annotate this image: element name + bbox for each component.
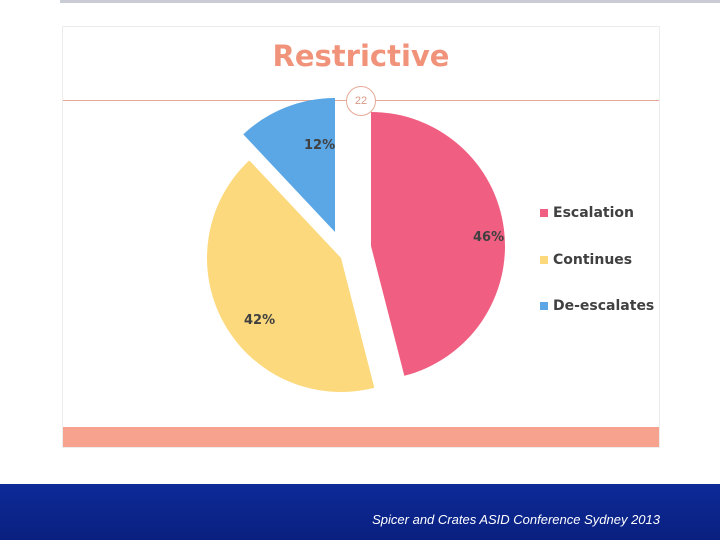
data-label-de-escalates: 12%	[304, 138, 335, 153]
legend-label: Continues	[553, 251, 633, 268]
pie-slice-continues	[207, 160, 375, 392]
slide-title: Restrictive	[272, 39, 450, 73]
slide: Restrictive 22 46% 42% 12% Escalation Conti…	[62, 26, 660, 448]
pie-chart: 46% 42% 12%	[207, 98, 505, 392]
legend-swatch	[540, 209, 548, 217]
legend-swatch	[540, 255, 548, 264]
top-border-line	[60, 0, 720, 3]
pie-slice-de-escalates	[243, 98, 335, 232]
footer-citation: Spicer and Crates ASID Conference Sydney…	[372, 512, 660, 527]
page-number-badge: 22	[346, 86, 376, 116]
slide-bottom-bar	[63, 427, 659, 447]
legend-label: Escalation	[553, 205, 634, 221]
legend-label: De-escalates	[553, 298, 655, 314]
data-label-escalation: 46%	[473, 230, 504, 245]
legend-swatch	[540, 302, 548, 310]
data-label-continues: 42%	[244, 313, 275, 328]
footer-bar: Spicer and Crates ASID Conference Sydney…	[0, 484, 720, 540]
pie-slice-escalation	[371, 112, 505, 376]
